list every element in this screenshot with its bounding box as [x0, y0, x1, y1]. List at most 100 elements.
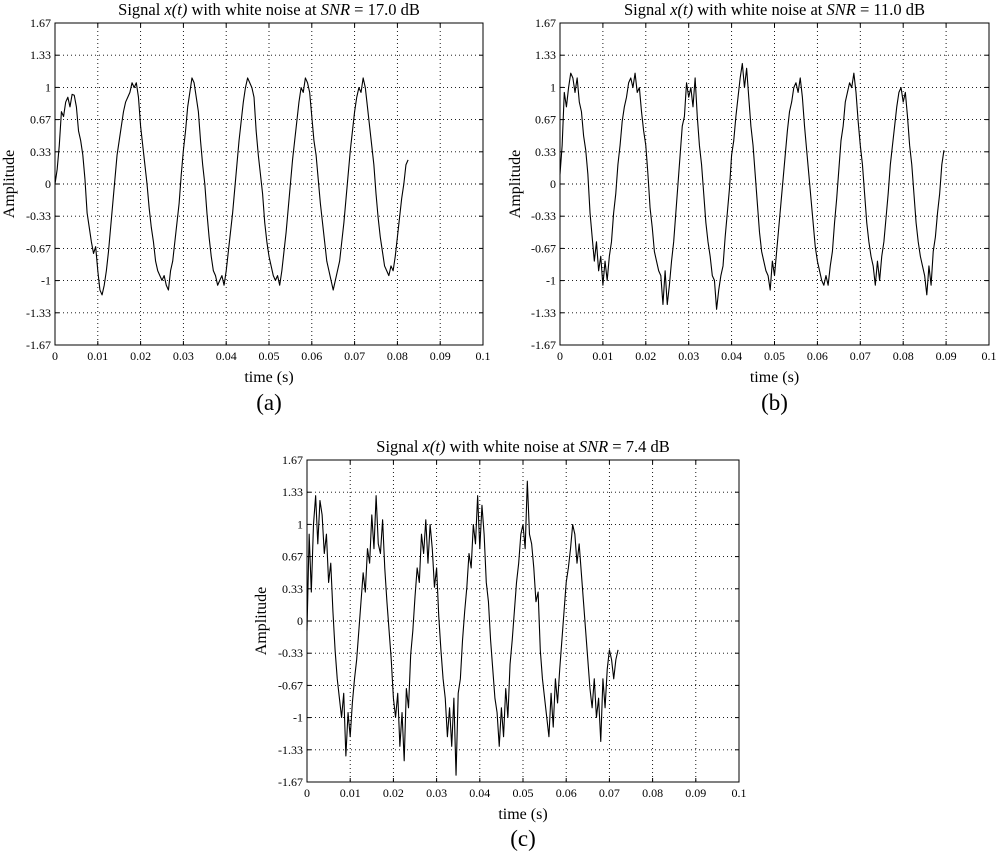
y-tick-label: 0.67: [282, 550, 303, 564]
x-tick-label: 0.07: [599, 786, 620, 800]
y-tick-label: -1.67: [278, 775, 303, 789]
y-tick-label: 0.67: [535, 113, 556, 127]
panel-caption: (a): [256, 390, 282, 415]
y-tick-label: 1.33: [535, 48, 556, 62]
chart-title-fn: x(t): [163, 0, 187, 19]
chart-panel-c: 0 0.01 0.02 0.03 0.04 0.05 0.06 0.07 0.08 0.09 0.1…: [253, 437, 747, 851]
x-tick-label: 0.06: [807, 349, 828, 363]
y-tick-label: 1.33: [282, 485, 303, 499]
chart-panel-b: 0 0.01 0.02 0.03 0.04 0.05 0.06 0.07 0.08 0.09 0.1…: [507, 0, 997, 415]
y-tick-label: -1.33: [26, 306, 51, 320]
x-axis-label: time (s): [750, 369, 799, 386]
chart-title-pre: Signal: [118, 0, 164, 19]
chart-title-mid: with white noise at: [445, 437, 578, 456]
chart-title-post: = 7.4 dB: [608, 437, 670, 456]
y-tick-label: -1: [546, 274, 556, 288]
y-tick-label: -1.67: [531, 338, 556, 352]
chart-title-mid: with white noise at: [693, 0, 826, 19]
y-tick-label: -1.33: [531, 306, 556, 320]
x-tick-label: 0: [557, 349, 563, 363]
x-tick-label: 0.05: [513, 786, 534, 800]
y-tick-label: -1: [41, 274, 51, 288]
chart-title: Signal x(t) with white noise at SNR = 17…: [118, 0, 420, 19]
signal-trace-line: [306, 480, 619, 776]
y-tick-label: 1.67: [282, 453, 303, 467]
chart-title-snr-symbol: SNR: [579, 437, 608, 456]
x-tick-label: 0.05: [259, 349, 280, 363]
x-tick-label: 0.08: [642, 786, 663, 800]
y-tick-label: 0: [45, 177, 51, 191]
x-tick-label: 0.02: [635, 349, 656, 363]
chart-title: Signal x(t) with white noise at SNR = 7.…: [376, 437, 669, 456]
y-tick-label: 0: [550, 177, 556, 191]
chart-title-post: = 11.0 dB: [856, 0, 925, 19]
y-axis-label: Amplitude: [507, 150, 524, 218]
signal-trace-line: [559, 62, 945, 310]
x-tick-label: 0.02: [383, 786, 404, 800]
x-tick-label: 0.01: [340, 786, 361, 800]
x-tick-label: 0.1: [476, 349, 491, 363]
chart-title: Signal x(t) with white noise at SNR = 11…: [624, 0, 925, 19]
y-tick-label: 1.67: [30, 16, 51, 30]
x-axis-label: time (s): [498, 806, 547, 823]
y-tick-label: 0.67: [30, 113, 51, 127]
chart-title-snr-symbol: SNR: [827, 0, 856, 19]
chart-panel-a: 0 0.01 0.02 0.03 0.04 0.05 0.06 0.07 0.08 0.09 0.1…: [1, 0, 491, 415]
x-axis-label: time (s): [244, 369, 293, 386]
y-tick-label: 1.67: [535, 16, 556, 30]
x-tick-label: 0.08: [893, 349, 914, 363]
chart-title-pre: Signal: [376, 437, 422, 456]
y-tick-label: -1.33: [278, 743, 303, 757]
x-tick-label: 0.06: [556, 786, 577, 800]
x-tick-label: 0.05: [764, 349, 785, 363]
y-tick-label: 0: [297, 614, 303, 628]
panel-caption: (b): [761, 390, 788, 415]
x-tick-label: 0.09: [936, 349, 957, 363]
x-tick-label: 0.1: [732, 786, 747, 800]
x-tick-label: 0.07: [344, 349, 365, 363]
x-tick-label: 0.02: [130, 349, 151, 363]
chart-title-snr-symbol: SNR: [321, 0, 350, 19]
panel-caption: (c): [510, 826, 536, 851]
y-tick-label: 1.33: [30, 48, 51, 62]
x-tick-label: 0.03: [426, 786, 447, 800]
x-tick-label: 0.04: [721, 349, 742, 363]
y-tick-label: -0.67: [278, 678, 303, 692]
x-tick-label: 0.04: [469, 786, 490, 800]
x-tick-label: 0.09: [685, 786, 706, 800]
x-tick-label: 0.08: [387, 349, 408, 363]
y-tick-label: -0.33: [531, 209, 556, 223]
y-tick-label: 0.33: [535, 145, 556, 159]
x-tick-label: 0.03: [173, 349, 194, 363]
y-tick-label: 0.33: [30, 145, 51, 159]
y-tick-label: 1: [45, 80, 51, 94]
y-tick-label: 1: [297, 517, 303, 531]
y-tick-label: -1.67: [26, 338, 51, 352]
y-tick-label: -0.67: [26, 241, 51, 255]
y-tick-label: 0.33: [282, 582, 303, 596]
x-tick-label: 0.03: [678, 349, 699, 363]
chart-title-post: = 17.0 dB: [350, 0, 420, 19]
chart-title-fn: x(t): [422, 437, 446, 456]
x-tick-label: 0.07: [850, 349, 871, 363]
y-tick-label: -0.33: [278, 646, 303, 660]
y-tick-label: -0.67: [531, 241, 556, 255]
chart-title-mid: with white noise at: [187, 0, 320, 19]
x-tick-label: 0.04: [216, 349, 237, 363]
x-tick-label: 0.06: [301, 349, 322, 363]
x-tick-label: 0.09: [430, 349, 451, 363]
y-tick-label: -1: [293, 711, 303, 725]
x-tick-label: 0: [52, 349, 58, 363]
signal-trace-line: [54, 77, 409, 296]
x-tick-label: 0.1: [982, 349, 997, 363]
x-tick-label: 0.01: [592, 349, 613, 363]
y-tick-label: 1: [550, 80, 556, 94]
chart-title-pre: Signal: [624, 0, 670, 19]
y-tick-label: -0.33: [26, 209, 51, 223]
chart-title-fn: x(t): [669, 0, 693, 19]
x-tick-label: 0.01: [87, 349, 108, 363]
x-tick-label: 0: [304, 786, 310, 800]
y-axis-label: Amplitude: [1, 150, 18, 218]
y-axis-label: Amplitude: [253, 587, 270, 655]
